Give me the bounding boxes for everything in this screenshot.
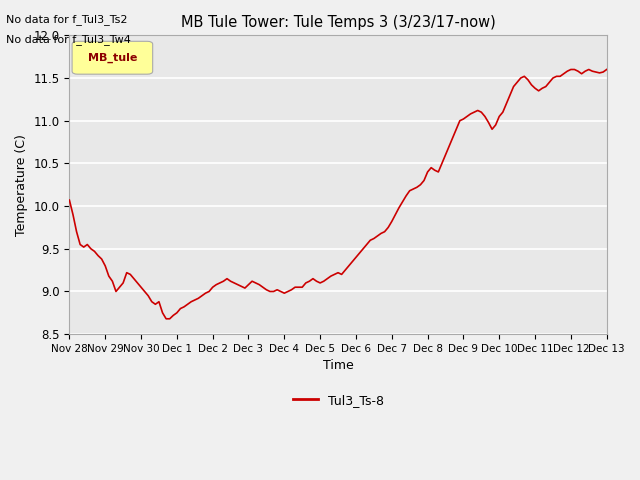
Title: MB Tule Tower: Tule Temps 3 (3/23/17-now): MB Tule Tower: Tule Temps 3 (3/23/17-now…: [180, 15, 495, 30]
Legend: Tul3_Ts-8: Tul3_Ts-8: [287, 389, 388, 411]
Text: MB_tule: MB_tule: [88, 53, 137, 63]
FancyBboxPatch shape: [72, 41, 153, 74]
Text: No data for f_Tul3_Ts2: No data for f_Tul3_Ts2: [6, 14, 128, 25]
Text: No data for f_Tul3_Tw4: No data for f_Tul3_Tw4: [6, 34, 131, 45]
X-axis label: Time: Time: [323, 360, 353, 372]
Y-axis label: Temperature (C): Temperature (C): [15, 134, 28, 236]
